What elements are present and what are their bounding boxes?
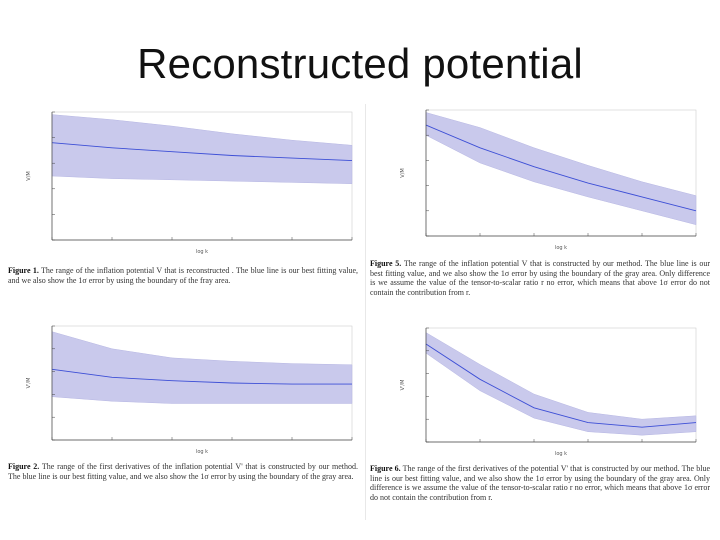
best-fit-line: [425, 343, 697, 428]
caption-label: Figure 1.: [8, 266, 39, 275]
confidence-band: [425, 112, 697, 226]
caption-text: The range of the first derivatives of th…: [8, 462, 359, 481]
chart-panel-figure-5: V/M log k: [370, 104, 706, 254]
confidence-band: [51, 331, 353, 404]
x-axis-label: log k: [555, 245, 567, 251]
chart-panel-figure-2: V'/M log k: [8, 320, 358, 455]
x-axis-label: log k: [555, 451, 567, 457]
chart-figure-1: V/M log k: [26, 111, 353, 255]
y-axis-label: V'/M: [400, 380, 406, 391]
caption-text: The range of the inflation potential V t…: [370, 259, 711, 297]
caption-figure-1: Figure 1. The range of the inflation pot…: [8, 266, 358, 285]
caption-text: The range of the inflation potential V t…: [8, 266, 359, 285]
caption-figure-5: Figure 5. The range of the inflation pot…: [370, 259, 710, 297]
chart-figure-6: V'/M log k: [400, 327, 697, 457]
chart-panel-figure-1: V/M log k: [8, 106, 358, 256]
column-divider: [365, 104, 366, 520]
caption-label: Figure 5.: [370, 259, 402, 268]
y-axis-label: V/M: [26, 171, 32, 180]
chart-panel-figure-6: V'/M log k: [370, 322, 706, 457]
caption-figure-2: Figure 2. The range of the first derivat…: [8, 462, 358, 481]
y-axis-label: V'/M: [26, 378, 32, 389]
best-fit-line: [51, 142, 353, 162]
caption-text: The range of the first derivatives of th…: [370, 464, 711, 502]
caption-label: Figure 6.: [370, 464, 401, 473]
best-fit-line: [425, 124, 697, 212]
chart-figure-2: V'/M log k: [26, 325, 353, 455]
slide-title: Reconstructed potential: [137, 40, 583, 87]
best-fit-line: [51, 368, 352, 385]
y-axis-label: V/M: [400, 168, 406, 177]
x-axis-label: log k: [196, 449, 208, 455]
caption-figure-6: Figure 6. The range of the first derivat…: [370, 464, 710, 502]
caption-label: Figure 2.: [8, 462, 40, 471]
confidence-band: [51, 114, 353, 184]
chart-figure-5: V/M log k: [400, 109, 697, 251]
x-axis-label: log k: [196, 249, 208, 255]
